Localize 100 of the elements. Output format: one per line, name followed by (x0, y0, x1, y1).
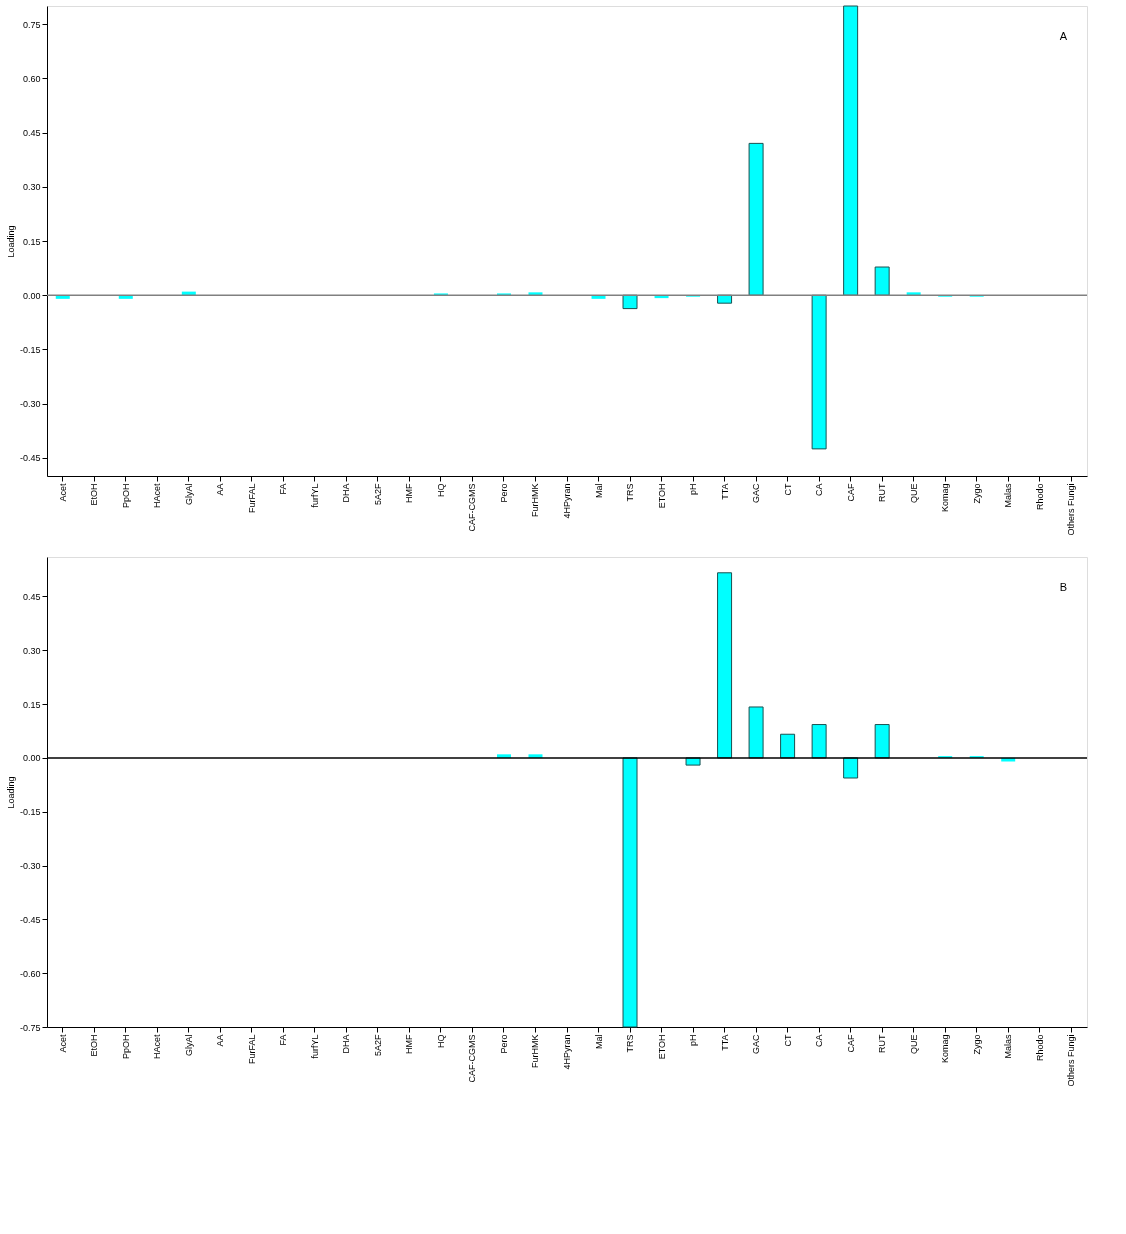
x-tick-label: Others Fungi (1066, 1034, 1077, 1087)
x-tick-label: HAcet (152, 1034, 163, 1060)
x-tick-label: Zygo (971, 1034, 982, 1055)
y-tick-label: -0.15 (19, 344, 41, 355)
y-tick-label: 0.30 (22, 182, 41, 193)
x-tick-label: CAF (845, 483, 856, 502)
bar (811, 294, 827, 450)
bar (748, 142, 764, 296)
y-tick-label: 0.45 (22, 128, 41, 139)
x-tick-label: Acet (57, 1034, 68, 1053)
x-tick-label: FurFAL (246, 1034, 257, 1065)
x-tick-label: pH (688, 1034, 699, 1047)
x-tick-label: Malas (1003, 1034, 1014, 1059)
x-tick-label: ETOH (656, 1034, 667, 1060)
bar (843, 757, 859, 779)
x-tick-label: ETOH (656, 483, 667, 509)
x-tick-label: 5A2F (372, 483, 383, 506)
y-tick-label: 0.00 (22, 753, 41, 764)
x-tick-label: 5A2F (372, 1034, 383, 1057)
bar (874, 724, 890, 759)
y-axis-title: Loading (5, 225, 16, 258)
y-tick-label: 0.30 (22, 645, 41, 656)
x-tick-label: TTA (719, 1034, 730, 1051)
y-tick-label: -0.75 (19, 1022, 41, 1033)
x-tick-label: CAF-CGMS (467, 1034, 478, 1083)
x-tick-label: AA (215, 1034, 226, 1047)
y-tick-label: -0.30 (19, 861, 41, 872)
x-tick-label: CAF (845, 1034, 856, 1053)
x-tick-label: AA (215, 483, 226, 496)
x-tick-label: Zygo (971, 483, 982, 504)
y-tick-label: -0.60 (19, 968, 41, 979)
annotation: B (1059, 581, 1067, 593)
x-tick-label: EtOH (89, 1034, 100, 1057)
x-tick-label: HQ (435, 1034, 446, 1048)
x-tick-label: Mal (593, 1034, 604, 1050)
x-tick-label: CA (814, 483, 825, 497)
x-tick-label: DHA (341, 483, 352, 503)
y-tick-label: 0.15 (22, 699, 41, 710)
x-tick-label: Komag (940, 483, 951, 513)
x-tick-label: FurHMK (530, 1034, 541, 1068)
x-tick-label: Rhodo (1034, 1034, 1045, 1062)
x-tick-label: TTA (719, 483, 730, 500)
y-axis-title: Loading (5, 776, 16, 809)
y-tick-label: 0.00 (22, 290, 41, 301)
x-tick-label: Others Fungi (1066, 483, 1077, 536)
annotation: A (1059, 30, 1068, 42)
x-tick-label: QUE (908, 1034, 919, 1055)
y-tick-label: 0.45 (22, 591, 41, 602)
x-tick-label: FurFAL (246, 483, 257, 514)
x-tick-label: CT (782, 483, 793, 496)
x-tick-label: PpOH (120, 483, 131, 509)
x-tick-label: HQ (435, 483, 446, 497)
x-tick-label: Pero (498, 483, 509, 503)
x-tick-label: GlyAl (183, 1034, 194, 1057)
bar (811, 724, 827, 759)
x-tick-label: pH (688, 483, 699, 496)
y-tick-label: 0.75 (22, 19, 41, 30)
x-tick-label: DHA (341, 1034, 352, 1054)
x-tick-label: RUT (877, 483, 888, 502)
x-tick-label: HAcet (152, 483, 163, 509)
bar (874, 266, 890, 296)
x-tick-label: TRS (625, 1034, 636, 1053)
x-tick-label: Acet (57, 483, 68, 502)
x-tick-label: furfYL (309, 1034, 320, 1059)
bar (622, 757, 638, 1028)
x-tick-label: Rhodo (1034, 483, 1045, 511)
x-tick-label: HMF (404, 1034, 415, 1054)
x-tick-label: Malas (1003, 483, 1014, 508)
y-tick-label: -0.15 (19, 807, 41, 818)
x-tick-label: TRS (625, 483, 636, 502)
x-tick-label: PpOH (120, 1034, 131, 1060)
x-tick-label: Mal (593, 483, 604, 499)
y-tick-label: -0.45 (19, 453, 41, 464)
x-tick-label: GAC (751, 483, 762, 504)
x-tick-label: EtOH (89, 483, 100, 506)
y-tick-label: 0.60 (22, 73, 41, 84)
x-tick-label: CAF-CGMS (467, 483, 478, 532)
y-tick-label: 0.15 (22, 236, 41, 247)
x-tick-label: Pero (498, 1034, 509, 1054)
x-tick-label: CT (782, 1034, 793, 1047)
x-tick-label: FurHMK (530, 483, 541, 517)
y-tick-label: -0.30 (19, 399, 41, 410)
x-tick-label: QUE (908, 483, 919, 504)
bar (748, 706, 764, 759)
x-tick-label: HMF (404, 483, 415, 503)
bar (717, 572, 733, 759)
x-tick-label: 4HPyran (562, 1034, 572, 1070)
bar (780, 733, 796, 759)
x-tick-label: FA (278, 483, 289, 495)
y-tick-label: -0.45 (19, 914, 41, 925)
x-tick-label: 4HPyran (562, 483, 572, 519)
x-tick-label: GAC (751, 1034, 762, 1055)
x-tick-label: GlyAl (183, 483, 194, 506)
x-tick-label: Komag (940, 1034, 951, 1064)
x-tick-label: furfYL (309, 483, 320, 508)
x-tick-label: FA (278, 1034, 289, 1046)
x-tick-label: CA (814, 1034, 825, 1048)
x-tick-label: RUT (877, 1034, 888, 1053)
bar (622, 294, 638, 310)
bar (843, 5, 859, 296)
